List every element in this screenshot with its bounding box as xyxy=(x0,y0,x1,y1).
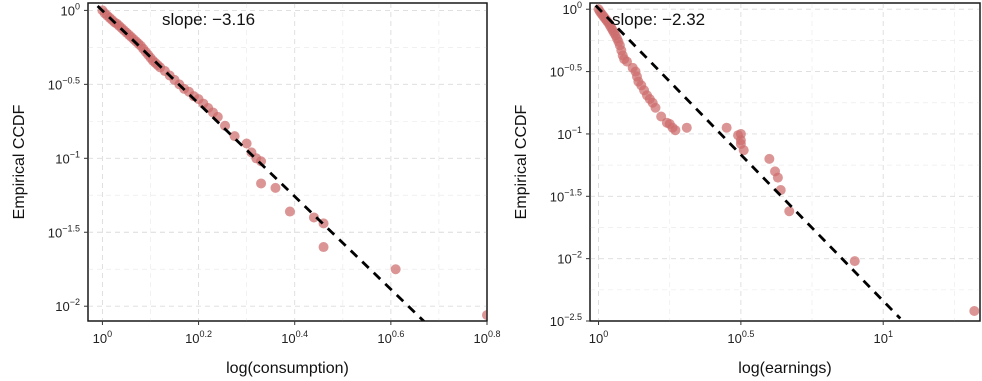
data-point xyxy=(681,122,692,133)
y-tick-label: 10−1.5 xyxy=(48,223,80,240)
data-point xyxy=(256,156,267,167)
data-point xyxy=(784,206,795,217)
plot-frame xyxy=(87,2,488,322)
data-point xyxy=(318,242,329,253)
y-tick-label-exponent: −2 xyxy=(572,250,582,260)
data-point xyxy=(390,264,401,275)
y-tick-label-base: 10 xyxy=(557,127,571,142)
y-tick-label: 100 xyxy=(61,1,80,18)
y-tick-label: 10−1 xyxy=(557,125,582,142)
y-axis-title: Empirical CCDF xyxy=(513,104,530,219)
x-tick-label-exponent: 0.4 xyxy=(296,329,309,339)
x-tick-label-base: 10 xyxy=(281,331,295,346)
data-point xyxy=(738,145,749,156)
x-tick-label-base: 10 xyxy=(185,331,199,346)
y-tick-label-exponent: 0 xyxy=(75,1,80,11)
y-tick-label-base: 10 xyxy=(550,314,564,329)
y-tick-label: 10−2 xyxy=(557,250,582,267)
x-tick-label: 100.8 xyxy=(474,329,501,346)
grid xyxy=(88,3,487,321)
y-tick-label: 10−2 xyxy=(55,297,80,314)
y-tick-label-exponent: −0.5 xyxy=(564,63,582,73)
y-tick-label-base: 10 xyxy=(557,252,571,267)
right-panel-earnings: 100 100.5 10110010−0.510−110−1.510−210−2.5… xyxy=(513,0,981,377)
y-tick-label-base: 10 xyxy=(550,65,564,80)
x-tick-label: 101 xyxy=(873,329,892,346)
y-tick-label: 10−2.5 xyxy=(550,312,582,329)
data-point xyxy=(256,178,267,189)
x-tick-label: 100.6 xyxy=(377,329,404,346)
x-tick-label-exponent: 0 xyxy=(107,329,112,339)
data-point xyxy=(270,182,281,193)
left-panel-consumption: 100 100.2 100.4 100.6 100.810010−0.510−110−1… xyxy=(11,1,500,377)
x-tick-label: 100 xyxy=(589,329,608,346)
x-tick-label-base: 10 xyxy=(377,331,391,346)
data-point xyxy=(650,102,661,113)
plot-area xyxy=(589,2,981,322)
x-tick-label: 100.2 xyxy=(185,329,212,346)
y-tick-label-base: 10 xyxy=(55,151,69,166)
x-tick-label-exponent: 0 xyxy=(603,329,608,339)
slope-annotation: slope: −2.32 xyxy=(612,10,705,29)
data-point xyxy=(764,153,775,164)
y-tick-label-exponent: −1 xyxy=(572,125,582,135)
data-point xyxy=(969,306,980,317)
x-tick-label-exponent: 0.5 xyxy=(742,329,755,339)
x-tick-label-base: 10 xyxy=(589,331,603,346)
y-tick-label-exponent: −0.5 xyxy=(62,75,80,85)
y-tick-label-base: 10 xyxy=(550,189,564,204)
y-tick-label: 100 xyxy=(563,0,582,17)
data-point xyxy=(220,120,231,131)
plot-frame xyxy=(589,2,981,322)
y-tick-label-base: 10 xyxy=(48,225,62,240)
y-tick-label-exponent: −1.5 xyxy=(62,223,80,233)
x-tick-label-base: 10 xyxy=(474,331,488,346)
data-point xyxy=(772,172,783,183)
x-axis-title: log(consumption) xyxy=(226,360,349,377)
x-axis-title: log(earnings) xyxy=(738,360,831,377)
y-tick-label-base: 10 xyxy=(61,3,75,18)
data-point xyxy=(229,131,240,142)
y-tick-label-base: 10 xyxy=(563,2,577,17)
y-tick-label-exponent: −2.5 xyxy=(564,312,582,322)
y-tick-label-base: 10 xyxy=(55,299,69,314)
x-tick-label-exponent: 0.2 xyxy=(200,329,213,339)
y-tick-label-base: 10 xyxy=(48,77,62,92)
slope-annotation: slope: −3.16 xyxy=(162,10,255,29)
x-tick-label-exponent: 0.8 xyxy=(488,329,501,339)
power-law-fit-line xyxy=(594,4,902,320)
data-point xyxy=(670,125,681,136)
x-tick-label-exponent: 1 xyxy=(888,329,893,339)
y-tick-label-exponent: −2 xyxy=(70,297,80,307)
data-point xyxy=(733,130,744,141)
y-axis-title: Empirical CCDF xyxy=(11,104,28,219)
y-tick-label-exponent: −1.5 xyxy=(564,187,582,197)
x-tick-label-base: 10 xyxy=(93,331,107,346)
x-tick-label: 100.4 xyxy=(281,329,308,346)
x-tick-label: 100 xyxy=(93,329,112,346)
y-tick-label-exponent: 0 xyxy=(577,0,582,10)
data-point xyxy=(721,122,732,133)
x-tick-label: 100.5 xyxy=(727,329,754,346)
data-point xyxy=(241,138,252,149)
x-tick-label-base: 10 xyxy=(873,331,887,346)
y-tick-label: 10−1 xyxy=(55,149,80,166)
data-point xyxy=(849,256,860,267)
x-tick-label-exponent: 0.6 xyxy=(392,329,405,339)
y-tick-label-exponent: −1 xyxy=(70,149,80,159)
data-point xyxy=(308,212,319,223)
y-tick-label: 10−0.5 xyxy=(550,63,582,80)
data-point xyxy=(482,310,487,321)
y-tick-label: 10−0.5 xyxy=(48,75,80,92)
data-point xyxy=(284,206,295,217)
y-tick-label: 10−1.5 xyxy=(550,187,582,204)
x-tick-label-base: 10 xyxy=(727,331,741,346)
